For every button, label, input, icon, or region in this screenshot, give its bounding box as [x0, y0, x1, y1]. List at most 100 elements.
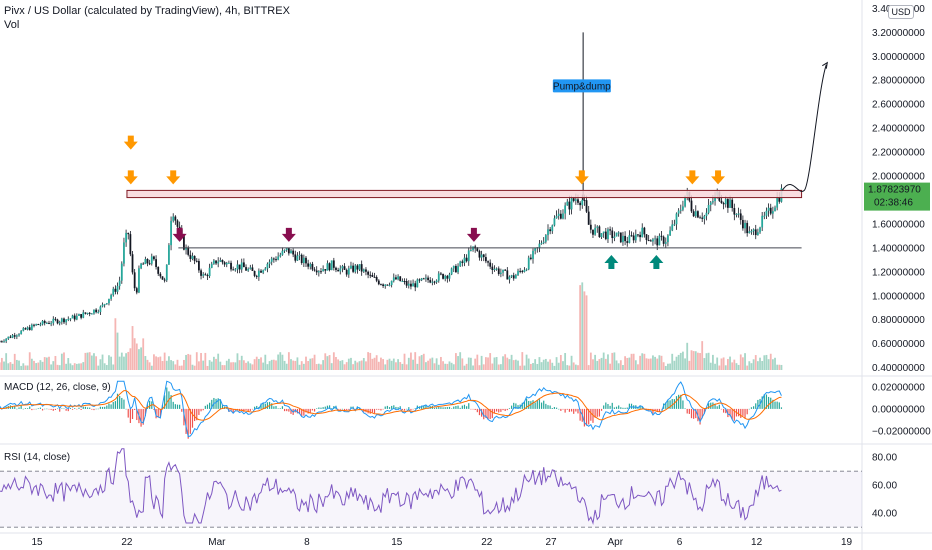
time-tick-label: 8	[304, 537, 310, 548]
macd-hist-bar	[453, 406, 455, 409]
macd-hist-bar	[560, 408, 562, 411]
volume-bar	[320, 364, 322, 370]
candle-body	[538, 243, 541, 248]
volume-bar	[662, 362, 665, 370]
candle-body	[0, 341, 3, 343]
candle-body	[574, 199, 577, 201]
volume-bar	[390, 360, 393, 370]
candle-body	[416, 279, 419, 288]
candle-body	[585, 200, 588, 212]
macd-hist-bar	[652, 408, 654, 414]
candle-body	[172, 216, 175, 221]
macd-hist-bar	[588, 408, 590, 425]
macd-hist-bar	[380, 408, 382, 411]
macd-hist-bar	[82, 406, 84, 409]
last-price-tag	[864, 182, 930, 211]
candle-body	[461, 261, 464, 263]
volume-bar	[474, 358, 477, 370]
candle-body	[523, 269, 526, 272]
macd-hist-bar	[298, 408, 301, 414]
macd-hist-bar	[247, 408, 249, 412]
volume-bar	[767, 359, 770, 370]
volume-bar	[637, 364, 639, 370]
candle-body	[371, 275, 374, 277]
rsi-tick-label: 80.00	[872, 453, 897, 464]
volume-bar	[292, 360, 295, 370]
volume-bar	[521, 352, 524, 370]
candle-body	[384, 284, 387, 287]
macd-hist-bar	[266, 402, 269, 409]
rsi-tick-label: 60.00	[872, 481, 897, 492]
macd-hist-bar	[296, 408, 299, 414]
candle-body	[275, 259, 277, 261]
macd-hist-bar	[376, 408, 378, 410]
volume-bar	[697, 352, 699, 370]
candle-body	[405, 281, 408, 286]
macd-hist-bar	[444, 407, 446, 409]
volume-bar	[431, 357, 434, 370]
candle-body	[649, 240, 652, 242]
volume-bar	[585, 295, 588, 370]
macd-hist-bar	[14, 406, 16, 409]
macd-hist-bar	[534, 402, 536, 409]
volume-bar	[245, 362, 247, 370]
candle-body	[127, 232, 130, 235]
candle-body	[270, 258, 273, 262]
price-tick-label: 1.20000000	[872, 267, 925, 278]
macd-hist-bar	[414, 408, 416, 409]
volume-bar	[604, 358, 607, 370]
candle-body	[234, 269, 237, 271]
volume-bar	[69, 363, 72, 370]
volume-bar	[382, 359, 384, 370]
candle-body	[735, 213, 738, 215]
candle-body	[307, 263, 310, 267]
volume-bar	[656, 358, 659, 370]
volume-bar	[699, 353, 701, 370]
candle-body	[754, 229, 757, 236]
volume-bar	[643, 353, 646, 370]
candle-body	[506, 270, 509, 280]
volume-bar	[362, 358, 365, 370]
macd-hist-bar	[774, 401, 776, 409]
macd-hist-bar	[230, 408, 232, 411]
candle-body	[679, 209, 682, 211]
macd-hist-bar	[699, 408, 701, 425]
volume-bar	[302, 363, 305, 370]
macd-hist-bar	[523, 401, 526, 409]
volume-bar	[416, 363, 419, 370]
macd-hist-bar	[331, 408, 333, 409]
volume-bar	[769, 353, 772, 370]
candle-body	[401, 281, 404, 283]
macd-hist-bar	[596, 408, 598, 417]
macd-hist-bar	[624, 407, 626, 409]
candle-body	[602, 231, 605, 234]
candle-body	[335, 267, 337, 270]
volume-bar	[741, 357, 744, 370]
macd-hist-bar	[757, 399, 759, 409]
annotation-label: Pump&dump	[553, 81, 611, 92]
volume-bar	[508, 359, 511, 370]
candle-body	[142, 263, 145, 265]
volume-bar	[135, 343, 138, 370]
candle-body	[264, 268, 267, 271]
orange-down-arrow	[166, 170, 181, 185]
candle-body	[634, 234, 637, 241]
candle-body	[564, 205, 567, 214]
candle-body	[373, 276, 376, 278]
macd-hist-bar	[695, 408, 697, 419]
macd-hist-bar	[217, 398, 219, 409]
macd-hist-bar	[339, 408, 341, 410]
candle-body	[465, 257, 468, 262]
macd-hist-bar	[742, 408, 744, 416]
macd-hist-bar	[179, 404, 181, 409]
macd-hist-bar	[106, 405, 108, 409]
candle-body	[459, 261, 462, 267]
macd-hist-bar	[720, 408, 723, 410]
volume-bar	[290, 359, 292, 370]
macd-hist-bar	[322, 407, 324, 409]
macd-hist-bar	[573, 408, 575, 414]
currency-badge[interactable]: USD	[888, 5, 914, 19]
macd-hist-bar	[26, 408, 29, 409]
macd-hist-bar	[337, 408, 339, 410]
